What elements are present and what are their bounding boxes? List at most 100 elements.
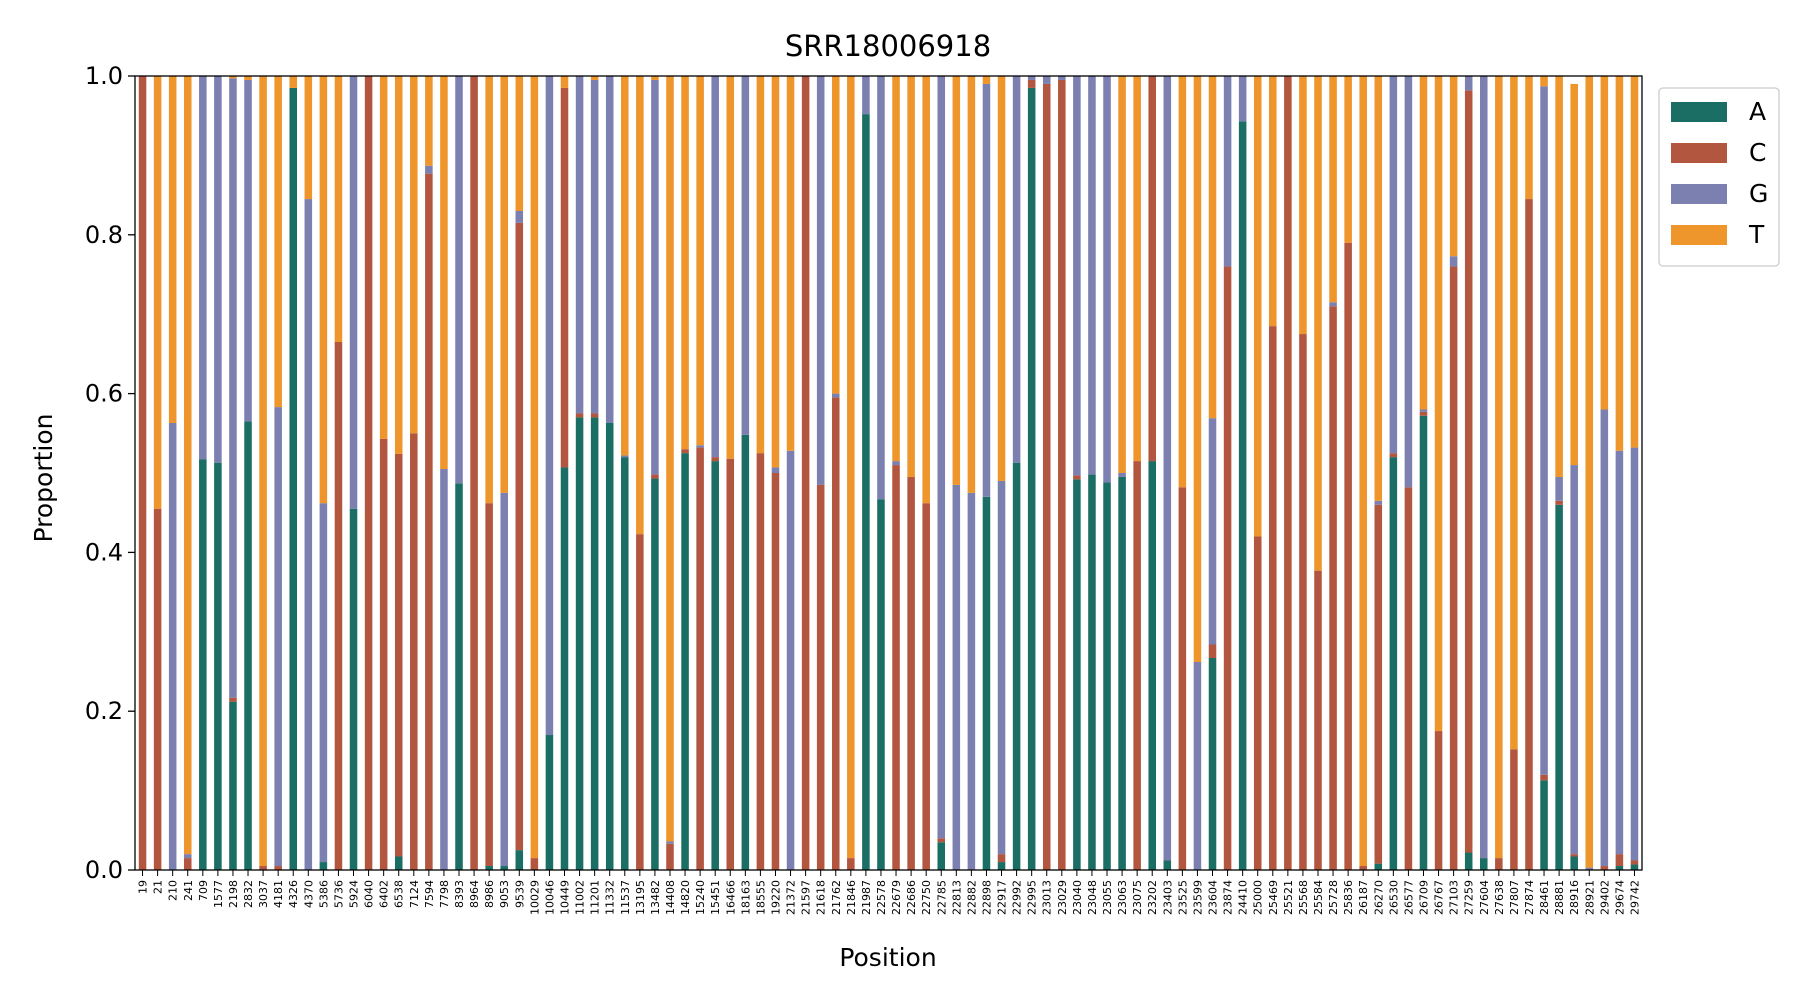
bar-segment-G-10046 <box>545 76 554 736</box>
bar-segment-T-28921 <box>1585 76 1594 868</box>
bar-segment-G-22898 <box>982 83 991 497</box>
bar-segment-C-10449 <box>560 87 569 468</box>
bar-segment-C-11002 <box>575 413 584 418</box>
bar-segment-G-8393 <box>455 76 463 484</box>
bar-segment-C-21 <box>153 508 162 870</box>
bar-segment-T-11201 <box>590 76 599 80</box>
bar-segment-C-3037 <box>259 866 267 870</box>
bar-segment-C-23874 <box>1223 266 1232 870</box>
x-tick-label: 27604 <box>1478 880 1491 915</box>
bar-segment-C-23013 <box>1042 83 1051 870</box>
bar-segment-C-21597 <box>801 76 810 870</box>
bar-segment-A-15451 <box>711 461 719 870</box>
bar-segment-C-15451 <box>711 457 719 462</box>
x-tick-label: 22785 <box>935 880 948 915</box>
bar-segment-C-14408 <box>666 843 674 870</box>
x-tick-label: 11332 <box>604 880 617 915</box>
bar-segment-A-23202 <box>1148 461 1156 870</box>
x-tick-label: 11002 <box>574 880 587 915</box>
bar-segment-T-22679 <box>892 76 900 462</box>
bar-segment-G-23599 <box>1193 661 1202 870</box>
y-axis-label: Proportion <box>29 414 58 543</box>
bar-segment-T-7124 <box>410 76 418 434</box>
bar-segment-G-23604 <box>1208 418 1217 645</box>
bar-segment-T-11537 <box>621 76 629 456</box>
x-tick-label: 709 <box>197 880 210 901</box>
bar-segment-C-22917 <box>997 854 1006 863</box>
x-tick-label: 3037 <box>257 880 270 908</box>
bar-segment-C-25521 <box>1284 76 1292 870</box>
bar-segment-C-21618 <box>816 484 825 870</box>
x-axis-label: Position <box>839 943 936 972</box>
bar-segment-G-22992 <box>1012 76 1021 463</box>
bar-segment-A-5924 <box>349 508 358 870</box>
x-tick-label: 25469 <box>1267 880 1280 915</box>
x-tick-label: 22882 <box>965 880 978 915</box>
bar-segment-C-241 <box>183 858 192 870</box>
bar-segment-T-27874 <box>1525 76 1533 200</box>
bar-segment-G-21618 <box>816 76 825 485</box>
legend-label-A: A <box>1749 97 1766 126</box>
bar-segment-A-23604 <box>1208 658 1217 870</box>
bar-segment-G-22995 <box>1027 76 1036 80</box>
bar-segment-T-23604 <box>1208 76 1217 419</box>
bar-segment-G-11201 <box>590 79 599 414</box>
bar-segment-T-23075 <box>1133 76 1141 462</box>
bar-segment-A-23055 <box>1103 482 1111 870</box>
bar-segment-A-24410 <box>1238 121 1247 870</box>
x-tick-label: 27259 <box>1463 880 1476 915</box>
x-tick-label: 8986 <box>483 880 496 908</box>
bar-segment-G-11002 <box>575 76 584 414</box>
bar-segment-T-26187 <box>1359 76 1367 867</box>
bar-segment-C-7124 <box>410 433 418 870</box>
x-tick-label: 28881 <box>1553 880 1566 915</box>
bar-segment-G-21987 <box>862 76 870 115</box>
bar-segment-C-18555 <box>756 453 765 870</box>
bar-segment-G-4370 <box>304 199 313 870</box>
bar-segment-T-25000 <box>1253 76 1262 537</box>
bar-segment-C-4181 <box>274 866 282 870</box>
bar-segment-G-15240 <box>696 445 704 448</box>
bar-segment-C-2198 <box>229 697 237 702</box>
bar-segment-T-26709 <box>1419 76 1428 410</box>
bar-segment-A-29742 <box>1630 864 1639 870</box>
bar-segment-T-5386 <box>319 76 328 504</box>
bar-segment-T-13482 <box>651 76 659 80</box>
bar-segment-T-15240 <box>696 76 704 446</box>
bar-segment-G-4181 <box>274 407 282 867</box>
bar-segment-T-25584 <box>1314 76 1322 571</box>
bar-segment-G-22882 <box>967 492 976 870</box>
bar-segment-A-27259 <box>1464 852 1473 870</box>
x-tick-label: 22917 <box>996 880 1009 915</box>
bar-segment-A-23048 <box>1088 474 1096 870</box>
bar-segment-C-22995 <box>1027 79 1036 88</box>
bar-segment-G-2832 <box>244 79 252 422</box>
bar-segment-T-25469 <box>1269 76 1277 327</box>
x-tick-label: 22898 <box>980 880 993 915</box>
x-tick-label: 10046 <box>543 880 556 915</box>
bar-segment-G-2198 <box>229 78 237 698</box>
bar-segment-C-26577 <box>1404 487 1413 870</box>
bar-segment-T-7798 <box>440 76 448 470</box>
bar-segment-A-22785 <box>937 842 946 870</box>
x-tick-label: 19220 <box>769 880 782 915</box>
bar-segment-A-14820 <box>681 453 689 870</box>
bar-segment-C-6538 <box>394 453 403 857</box>
bar-segment-T-10029 <box>530 76 539 859</box>
bar-segment-A-28461 <box>1540 780 1548 870</box>
bar-segment-T-28916 <box>1570 83 1578 466</box>
bar-segment-T-29742 <box>1630 76 1639 448</box>
bar-segment-T-27638 <box>1495 76 1503 859</box>
bar-segment-A-709 <box>199 459 207 870</box>
bar-segment-T-6538 <box>394 76 403 454</box>
bar-segment-T-13195 <box>636 76 644 535</box>
bar-segment-T-26767 <box>1434 76 1443 732</box>
bar-segment-C-9539 <box>515 222 524 851</box>
x-tick-label: 16466 <box>724 880 737 915</box>
x-tick-label: 11201 <box>589 880 602 915</box>
bar-segment-T-29402 <box>1600 76 1609 410</box>
bar-segment-G-27103 <box>1449 256 1458 267</box>
bar-segment-T-2198 <box>229 76 237 79</box>
bar-segment-A-13482 <box>651 478 659 870</box>
bar-segment-C-22679 <box>892 465 900 870</box>
